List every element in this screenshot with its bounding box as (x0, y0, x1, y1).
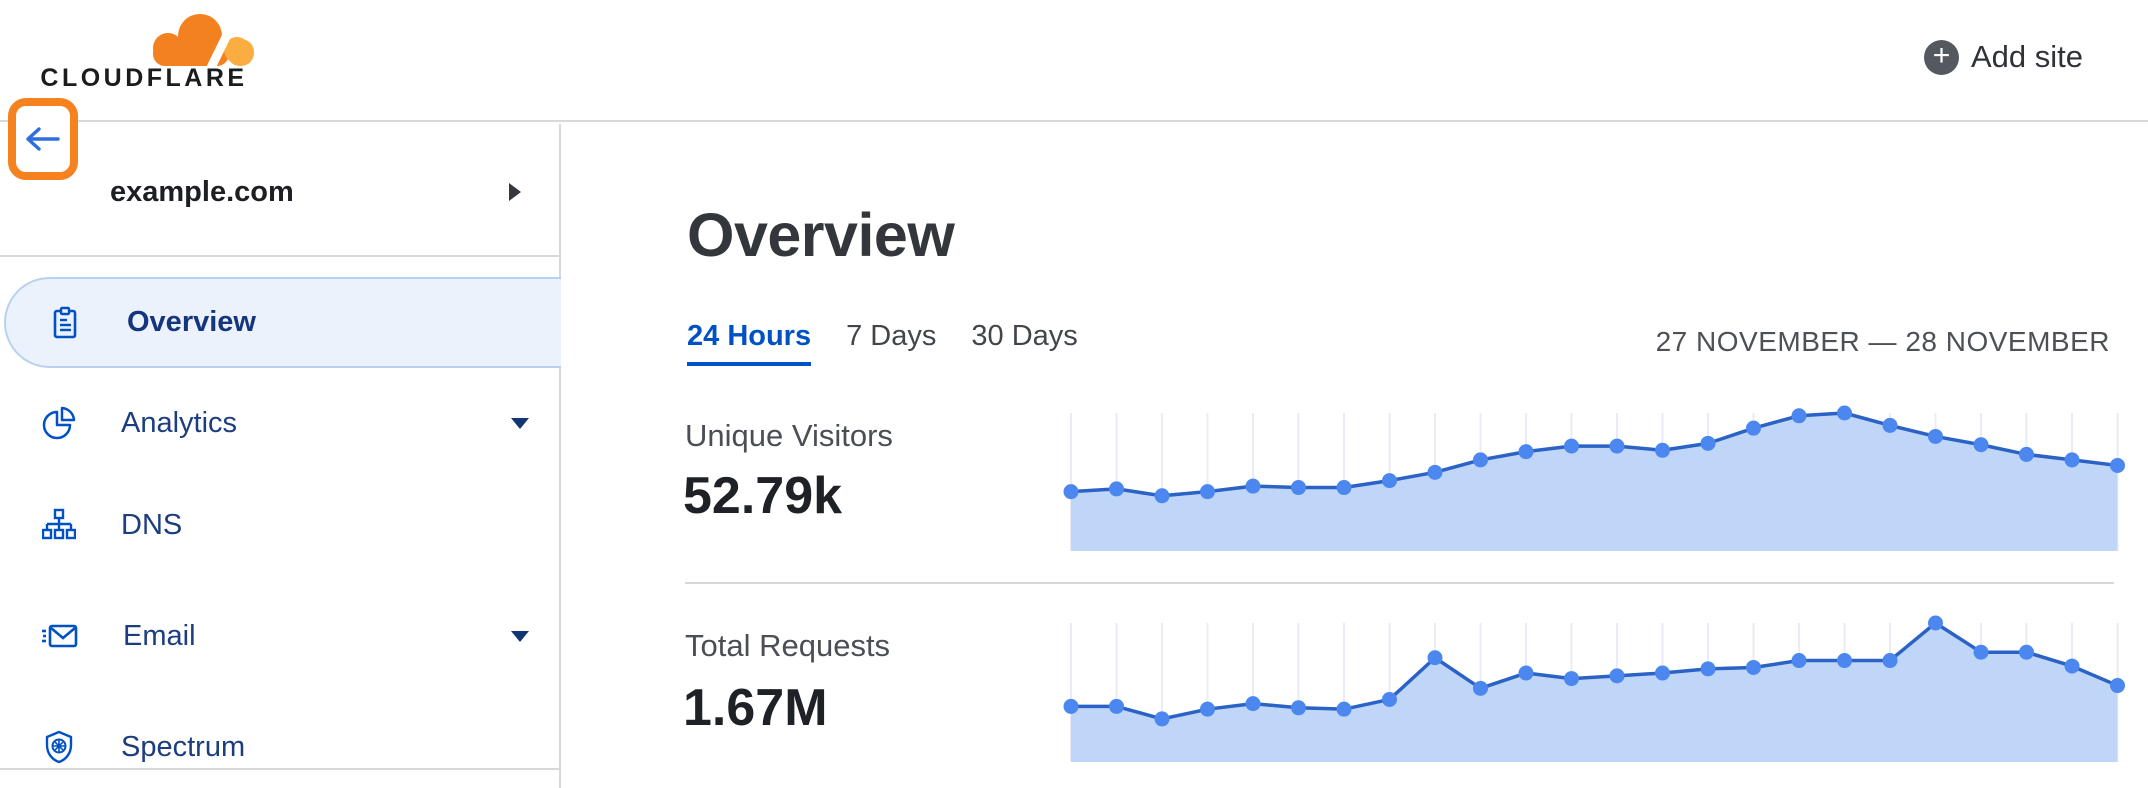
tab-7-days[interactable]: 7 Days (846, 320, 937, 352)
page-title: Overview (687, 201, 955, 269)
add-site-label: Add site (1971, 39, 2084, 74)
site-selector-row[interactable]: example.com (0, 98, 559, 255)
section-divider (685, 582, 2114, 584)
spectrum-shield-icon (45, 730, 73, 764)
sidebar-item-label: Overview (127, 306, 256, 338)
unique-visitors-value: 52.79k (683, 467, 843, 525)
site-name: example.com (110, 176, 294, 208)
chevron-down-icon (511, 418, 529, 429)
cloudflare-cloud-icon (153, 14, 254, 66)
tab-30-days[interactable]: 30 Days (971, 320, 1078, 352)
clipboard-icon (53, 306, 77, 338)
sidebar-item-analytics[interactable]: Analytics (0, 378, 559, 468)
top-header: CLOUDFLARE + Add site (0, 0, 2148, 122)
back-arrow-icon (26, 127, 60, 151)
chevron-down-icon (511, 631, 529, 642)
sidebar-item-spectrum[interactable]: Spectrum (0, 702, 559, 788)
expand-site-menu-icon[interactable] (509, 183, 521, 201)
cloudflare-logo[interactable]: CLOUDFLARE (24, 6, 264, 116)
back-button[interactable] (8, 98, 78, 180)
sidebar-item-label: Email (123, 619, 196, 652)
sidebar-item-dns[interactable]: DNS (0, 480, 559, 570)
sidebar-item-email[interactable]: Email (0, 591, 559, 681)
sidebar-item-overview[interactable]: Overview (4, 277, 561, 368)
total-requests-chart (1063, 615, 2125, 762)
sidebar: example.com Overview Analytics (0, 98, 561, 788)
total-requests-value: 1.67M (683, 679, 828, 737)
sidebar-bottom-divider (0, 768, 559, 770)
pie-chart-icon (42, 406, 76, 440)
time-range-tabs: 24 Hours 7 Days 30 Days (687, 320, 1078, 366)
cloudflare-logo-text: CLOUDFLARE (40, 64, 248, 92)
sidebar-item-label: DNS (121, 508, 183, 541)
unique-visitors-label: Unique Visitors (685, 418, 893, 453)
email-icon (42, 624, 78, 648)
add-site-button[interactable]: + Add site (1924, 36, 2083, 78)
sidebar-divider (0, 255, 559, 257)
tab-24-hours[interactable]: 24 Hours (687, 320, 812, 366)
plus-icon: + (1924, 39, 1959, 75)
unique-visitors-chart (1063, 405, 2125, 551)
dns-tree-icon (42, 508, 76, 540)
sidebar-item-label: Analytics (121, 406, 238, 439)
total-requests-label: Total Requests (685, 628, 891, 663)
sidebar-item-label: Spectrum (121, 730, 246, 763)
date-range-label: 27 NOVEMBER — 28 NOVEMBER (1655, 326, 2110, 357)
